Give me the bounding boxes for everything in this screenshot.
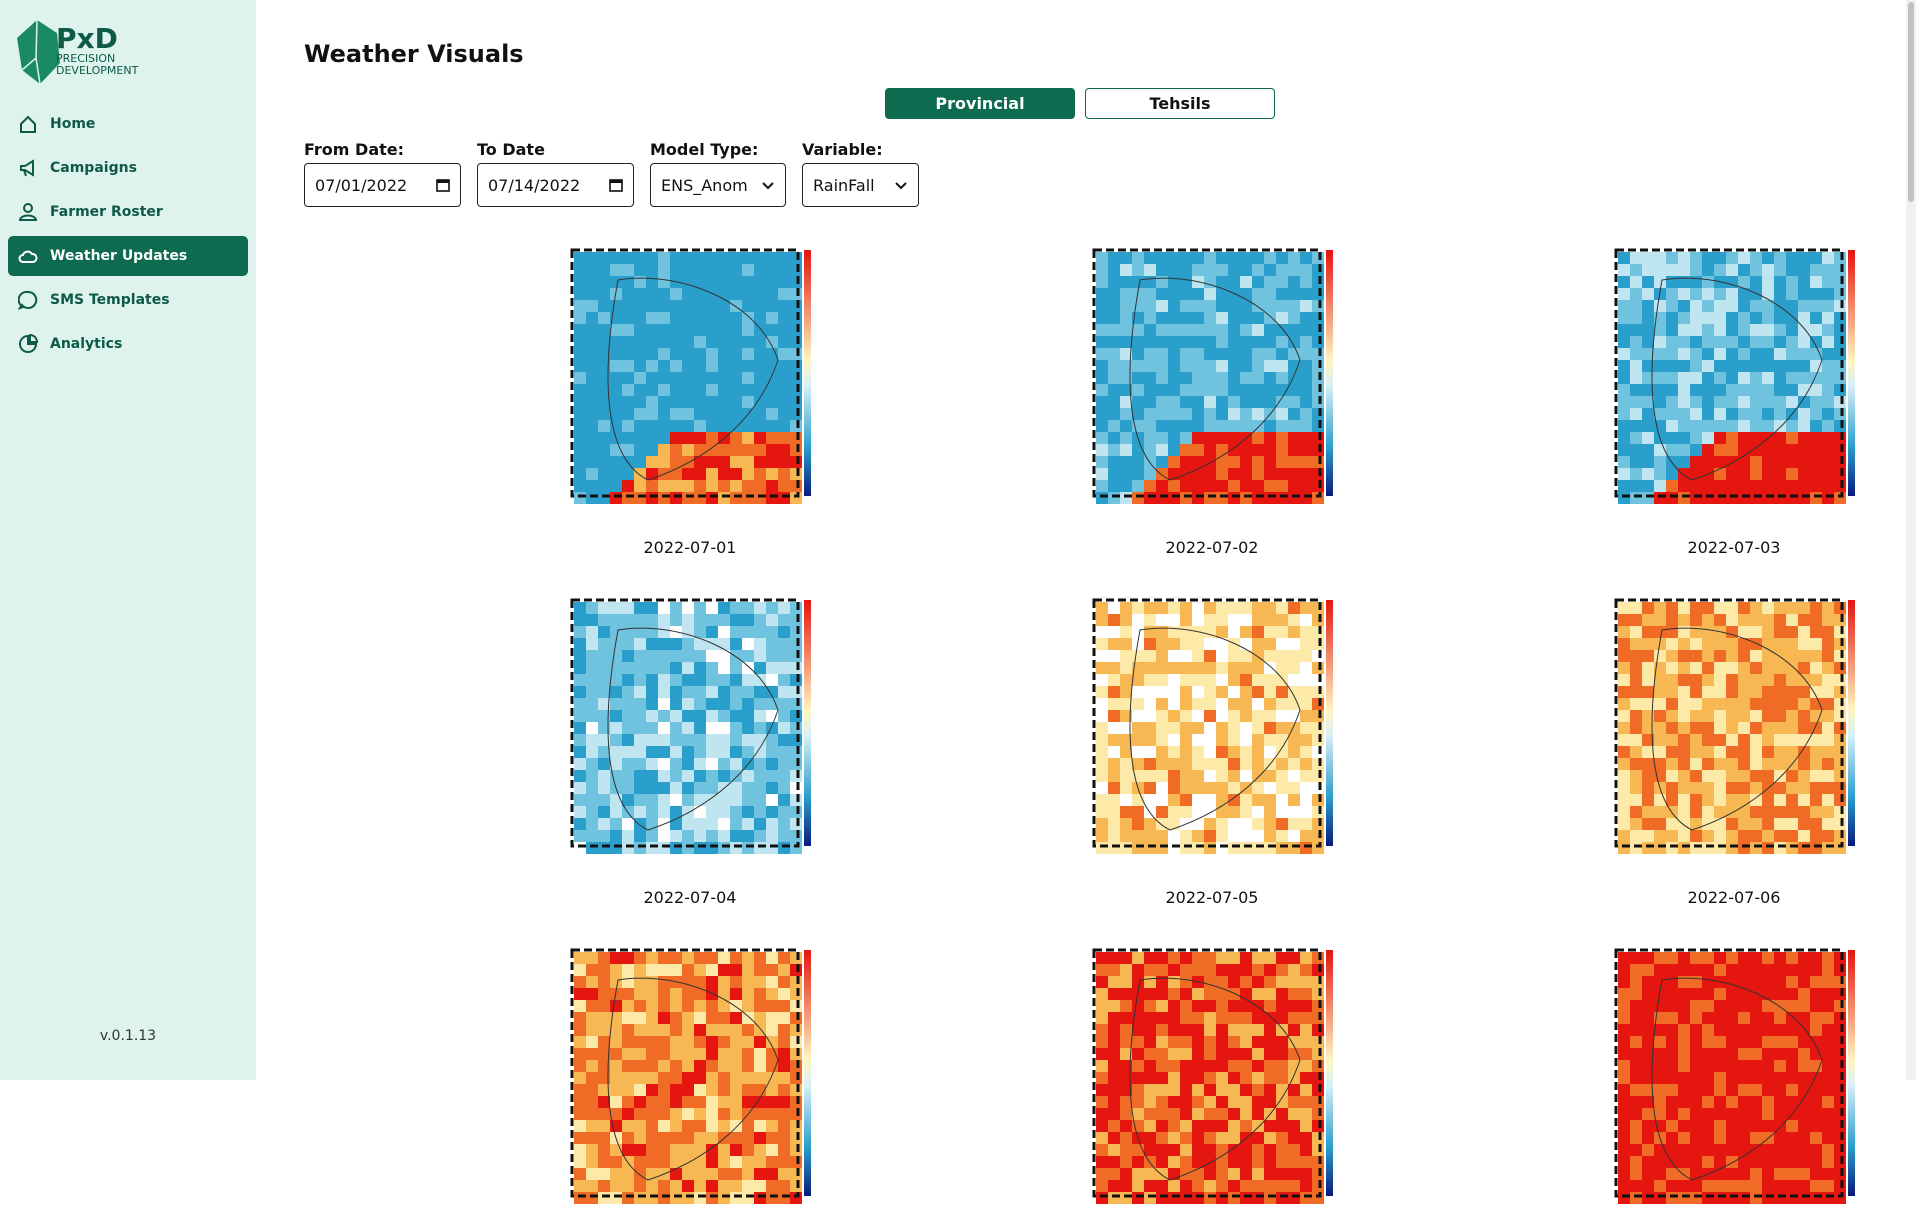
filter-value: 07/01/2022 [315,175,408,195]
nav-icon [20,159,34,177]
logo-icon [17,19,60,85]
nav-label: Farmer Roster [50,204,163,220]
image-caption: 2022-07-03 [1687,538,1781,557]
logo-title: PxD [56,22,118,55]
filter-label: Model Type: [650,140,759,159]
weather-map [570,248,811,504]
filter-value: RainFall [813,175,875,195]
calendar-icon[interactable] [436,178,450,192]
nav-icon [20,115,36,133]
filter-value: 07/14/2022 [488,175,581,195]
filter-field[interactable]: 07/01/2022 [304,163,461,207]
filter-field[interactable]: RainFall [802,163,919,207]
weather-map [570,948,811,1204]
nav-label: SMS Templates [50,292,170,308]
image-caption: 2022-07-01 [643,538,737,557]
scroll-thumb[interactable] [1908,2,1914,202]
scrollbar[interactable] [1906,0,1916,1080]
weather-map [1092,948,1333,1204]
nav-item[interactable]: Farmer Roster [8,192,248,232]
chevron-icon[interactable] [894,178,908,192]
nav-label: Analytics [50,336,123,352]
chevron-icon[interactable] [761,178,775,192]
weather-map [1614,248,1855,504]
weather-map [570,598,811,854]
logo-line: PRECISION [56,52,116,65]
image-caption: 2022-07-06 [1687,888,1781,907]
filter-value: ENS_Anom [661,175,748,195]
nav-icon [18,250,38,263]
weather-map [1092,248,1333,504]
version: v.0.1.13 [99,1028,157,1044]
filter-label: Variable: [802,140,883,159]
filter-field[interactable]: ENS_Anom [650,163,786,207]
weather-map [1614,948,1855,1204]
image-caption: 2022-07-02 [1165,538,1259,557]
image-caption: 2022-07-04 [643,888,737,907]
filter-label: To Date [477,140,545,159]
tab[interactable]: Provincial [885,88,1075,119]
main: Weather Visuals Provincial Tehsils From Da… [256,0,1906,1204]
calendar-icon[interactable] [609,178,623,192]
filter-label: From Date: [304,140,405,159]
nav-item[interactable]: Weather Updates [8,236,248,276]
weather-map [1092,598,1333,854]
nav-icon [18,203,38,221]
nav-label: Campaigns [50,160,137,176]
nav-item[interactable]: SMS Templates [8,280,248,320]
image-caption: 2022-07-05 [1165,888,1259,907]
nav-icon [18,290,38,310]
logo-text: PRECISION DEVELOPMENT [56,53,138,77]
nav-item[interactable]: Home [8,104,248,144]
nav-item[interactable]: Campaigns [8,148,248,188]
nav-label: Weather Updates [50,248,188,264]
nav-item[interactable]: Analytics [8,324,248,364]
nav-icon [19,334,38,353]
logo-line: DEVELOPMENT [56,64,139,77]
page-title: Weather Visuals [304,40,524,68]
tab[interactable]: Tehsils [1085,88,1275,119]
weather-map [1614,598,1855,854]
sidebar: PxD PRECISION DEVELOPMENT Home Campaigns Fa… [0,0,256,1080]
filter-field[interactable]: 07/14/2022 [477,163,634,207]
nav-label: Home [50,116,96,132]
